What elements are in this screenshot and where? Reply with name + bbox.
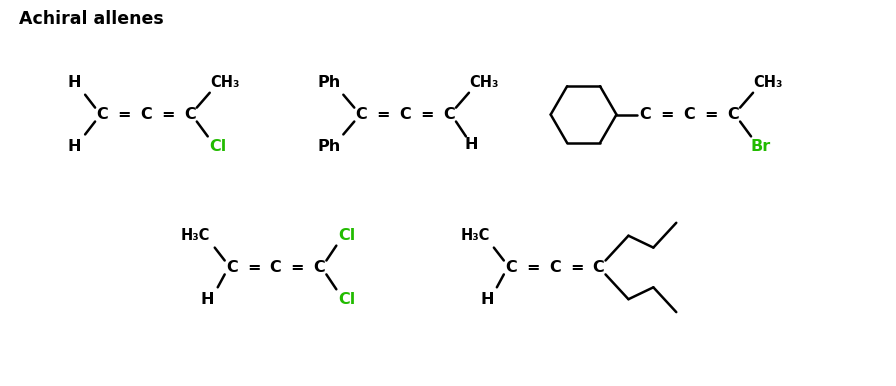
Text: C: C <box>96 107 108 122</box>
Text: H: H <box>67 139 81 154</box>
Text: Br: Br <box>751 139 771 154</box>
Text: =: = <box>660 107 674 122</box>
Text: Achiral allenes: Achiral allenes <box>20 10 164 28</box>
Text: C: C <box>592 260 605 275</box>
Text: C: C <box>728 107 739 122</box>
Text: CH₃: CH₃ <box>754 75 783 90</box>
Text: =: = <box>376 107 390 122</box>
Text: Cl: Cl <box>209 139 227 154</box>
Text: H₃C: H₃C <box>461 228 489 243</box>
Text: H: H <box>464 137 478 152</box>
Text: =: = <box>704 107 718 122</box>
Text: CH₃: CH₃ <box>470 75 498 90</box>
Text: =: = <box>117 107 131 122</box>
Text: C: C <box>140 107 151 122</box>
Text: H: H <box>67 75 81 90</box>
Text: =: = <box>290 260 305 275</box>
Text: C: C <box>640 107 651 122</box>
Text: C: C <box>444 107 455 122</box>
Text: H: H <box>480 292 494 307</box>
Text: CH₃: CH₃ <box>210 75 239 90</box>
Text: =: = <box>526 260 539 275</box>
Text: H: H <box>201 292 214 307</box>
Text: C: C <box>548 260 561 275</box>
Text: C: C <box>356 107 367 122</box>
Text: Ph: Ph <box>318 75 341 90</box>
Text: Cl: Cl <box>339 292 356 307</box>
Text: C: C <box>505 260 517 275</box>
Text: C: C <box>314 260 325 275</box>
Text: H₃C: H₃C <box>181 228 211 243</box>
Text: C: C <box>184 107 195 122</box>
Text: Cl: Cl <box>339 228 356 243</box>
Text: Ph: Ph <box>318 139 341 154</box>
Text: =: = <box>247 260 261 275</box>
Text: C: C <box>684 107 695 122</box>
Text: C: C <box>270 260 281 275</box>
Text: =: = <box>161 107 175 122</box>
Text: C: C <box>226 260 237 275</box>
Text: =: = <box>570 260 583 275</box>
Text: C: C <box>400 107 411 122</box>
Text: =: = <box>420 107 434 122</box>
